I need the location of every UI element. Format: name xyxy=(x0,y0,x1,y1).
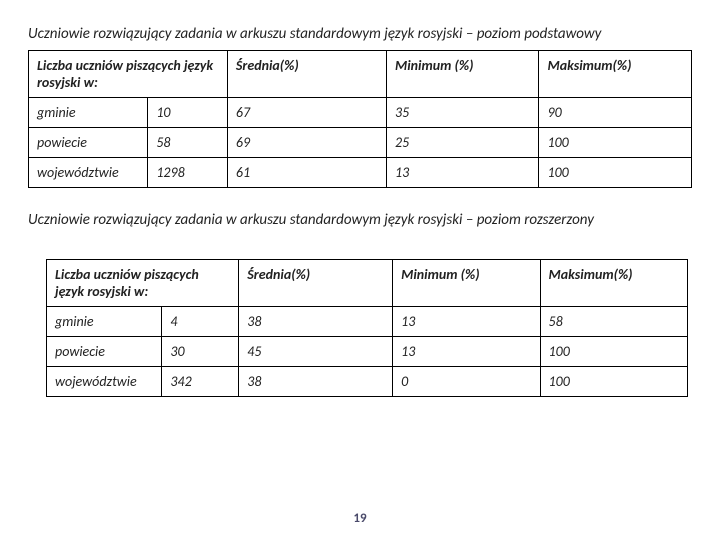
cell-avg: 69 xyxy=(227,128,386,158)
table-extended-wrap: Liczba uczniów piszących język rosyjski … xyxy=(28,259,688,397)
cell-max: 100 xyxy=(540,366,687,396)
page-number: 19 xyxy=(0,511,720,526)
spacer xyxy=(28,237,692,259)
cell-scope: powiecie xyxy=(47,336,162,366)
table-row: powiecie 30 45 13 100 xyxy=(47,336,688,366)
cell-max: 90 xyxy=(539,98,692,128)
table-header-row: Liczba uczniów piszących język rosyjski … xyxy=(29,51,692,98)
heading-extended-level: Uczniowie rozwiązujący zadania w arkuszu… xyxy=(28,210,692,230)
cell-min: 13 xyxy=(393,336,540,366)
header-avg: Średnia(%) xyxy=(239,259,393,306)
table-basic-level: Liczba uczniów piszących język rosyjski … xyxy=(28,50,692,188)
cell-max: 58 xyxy=(540,306,687,336)
header-count: Liczba uczniów piszących język rosyjski … xyxy=(47,259,239,306)
cell-count: 4 xyxy=(162,306,239,336)
cell-min: 25 xyxy=(386,128,538,158)
table-row: powiecie 58 69 25 100 xyxy=(29,128,692,158)
cell-count: 10 xyxy=(148,98,228,128)
header-min: Minimum (%) xyxy=(393,259,540,306)
header-count: Liczba uczniów piszących język rosyjski … xyxy=(29,51,228,98)
table-row: województwie 1298 61 13 100 xyxy=(29,158,692,188)
header-min: Minimum (%) xyxy=(386,51,538,98)
cell-min: 0 xyxy=(393,366,540,396)
cell-count: 342 xyxy=(162,366,239,396)
cell-scope: gminie xyxy=(47,306,162,336)
cell-avg: 61 xyxy=(227,158,386,188)
cell-scope: powiecie xyxy=(29,128,148,158)
cell-max: 100 xyxy=(540,336,687,366)
table-header-row: Liczba uczniów piszących język rosyjski … xyxy=(47,259,688,306)
cell-min: 13 xyxy=(393,306,540,336)
cell-max: 100 xyxy=(539,158,692,188)
cell-avg: 38 xyxy=(239,366,393,396)
cell-count: 58 xyxy=(148,128,228,158)
cell-scope: województwie xyxy=(29,158,148,188)
cell-avg: 38 xyxy=(239,306,393,336)
cell-max: 100 xyxy=(539,128,692,158)
cell-count: 1298 xyxy=(148,158,228,188)
cell-avg: 45 xyxy=(239,336,393,366)
cell-min: 13 xyxy=(386,158,538,188)
cell-count: 30 xyxy=(162,336,239,366)
header-max: Maksimum(%) xyxy=(539,51,692,98)
heading-basic-level: Uczniowie rozwiązujący zadania w arkuszu… xyxy=(28,24,692,44)
spacer xyxy=(28,188,692,210)
table-row: gminie 4 38 13 58 xyxy=(47,306,688,336)
cell-scope: gminie xyxy=(29,98,148,128)
cell-avg: 67 xyxy=(227,98,386,128)
header-avg: Średnia(%) xyxy=(227,51,386,98)
cell-scope: województwie xyxy=(47,366,162,396)
cell-min: 35 xyxy=(386,98,538,128)
table-row: gminie 10 67 35 90 xyxy=(29,98,692,128)
header-max: Maksimum(%) xyxy=(540,259,687,306)
table-extended-level: Liczba uczniów piszących język rosyjski … xyxy=(46,259,688,397)
table-row: województwie 342 38 0 100 xyxy=(47,366,688,396)
